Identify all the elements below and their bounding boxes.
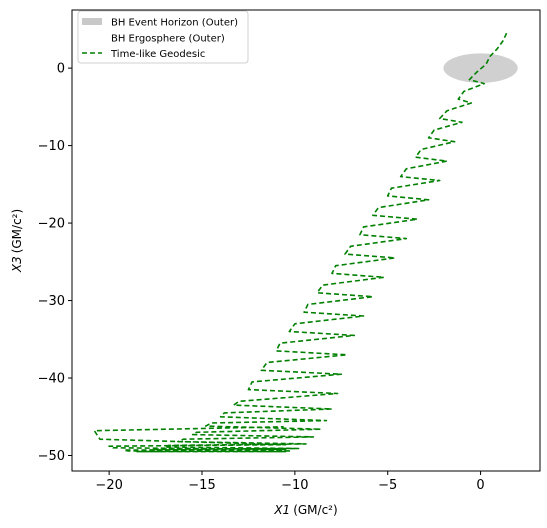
legend-label-event-horizon: BH Event Horizon (Outer): [111, 18, 238, 29]
y-tick-label: 0: [57, 62, 65, 77]
legend-label-ergosphere: BH Ergosphere (Outer): [111, 34, 225, 45]
legend-swatch-event-horizon: [82, 18, 102, 25]
legend-swatch-ergosphere: [82, 34, 102, 41]
x-tick-label: 0: [476, 478, 484, 493]
x-tick-label: −10: [281, 478, 308, 493]
x-tick-label: −20: [95, 478, 122, 493]
y-tick-label: −30: [38, 294, 65, 309]
legend-label-geodesic: Time-like Geodesic: [110, 49, 205, 60]
y-tick-label: −40: [38, 372, 65, 387]
legend: BH Event Horizon (Outer) BH Ergosphere (…: [78, 11, 248, 63]
x-tick-label: −5: [378, 478, 397, 493]
y-tick-label: −50: [38, 449, 65, 464]
y-tick-label: −10: [38, 139, 65, 154]
y-tick-label: −20: [38, 217, 65, 232]
y-axis-label: X3(GM/c²): [10, 209, 24, 273]
x-tick-label: −15: [188, 478, 215, 493]
x-axis-label: X1 (GM/c²): [273, 503, 337, 517]
